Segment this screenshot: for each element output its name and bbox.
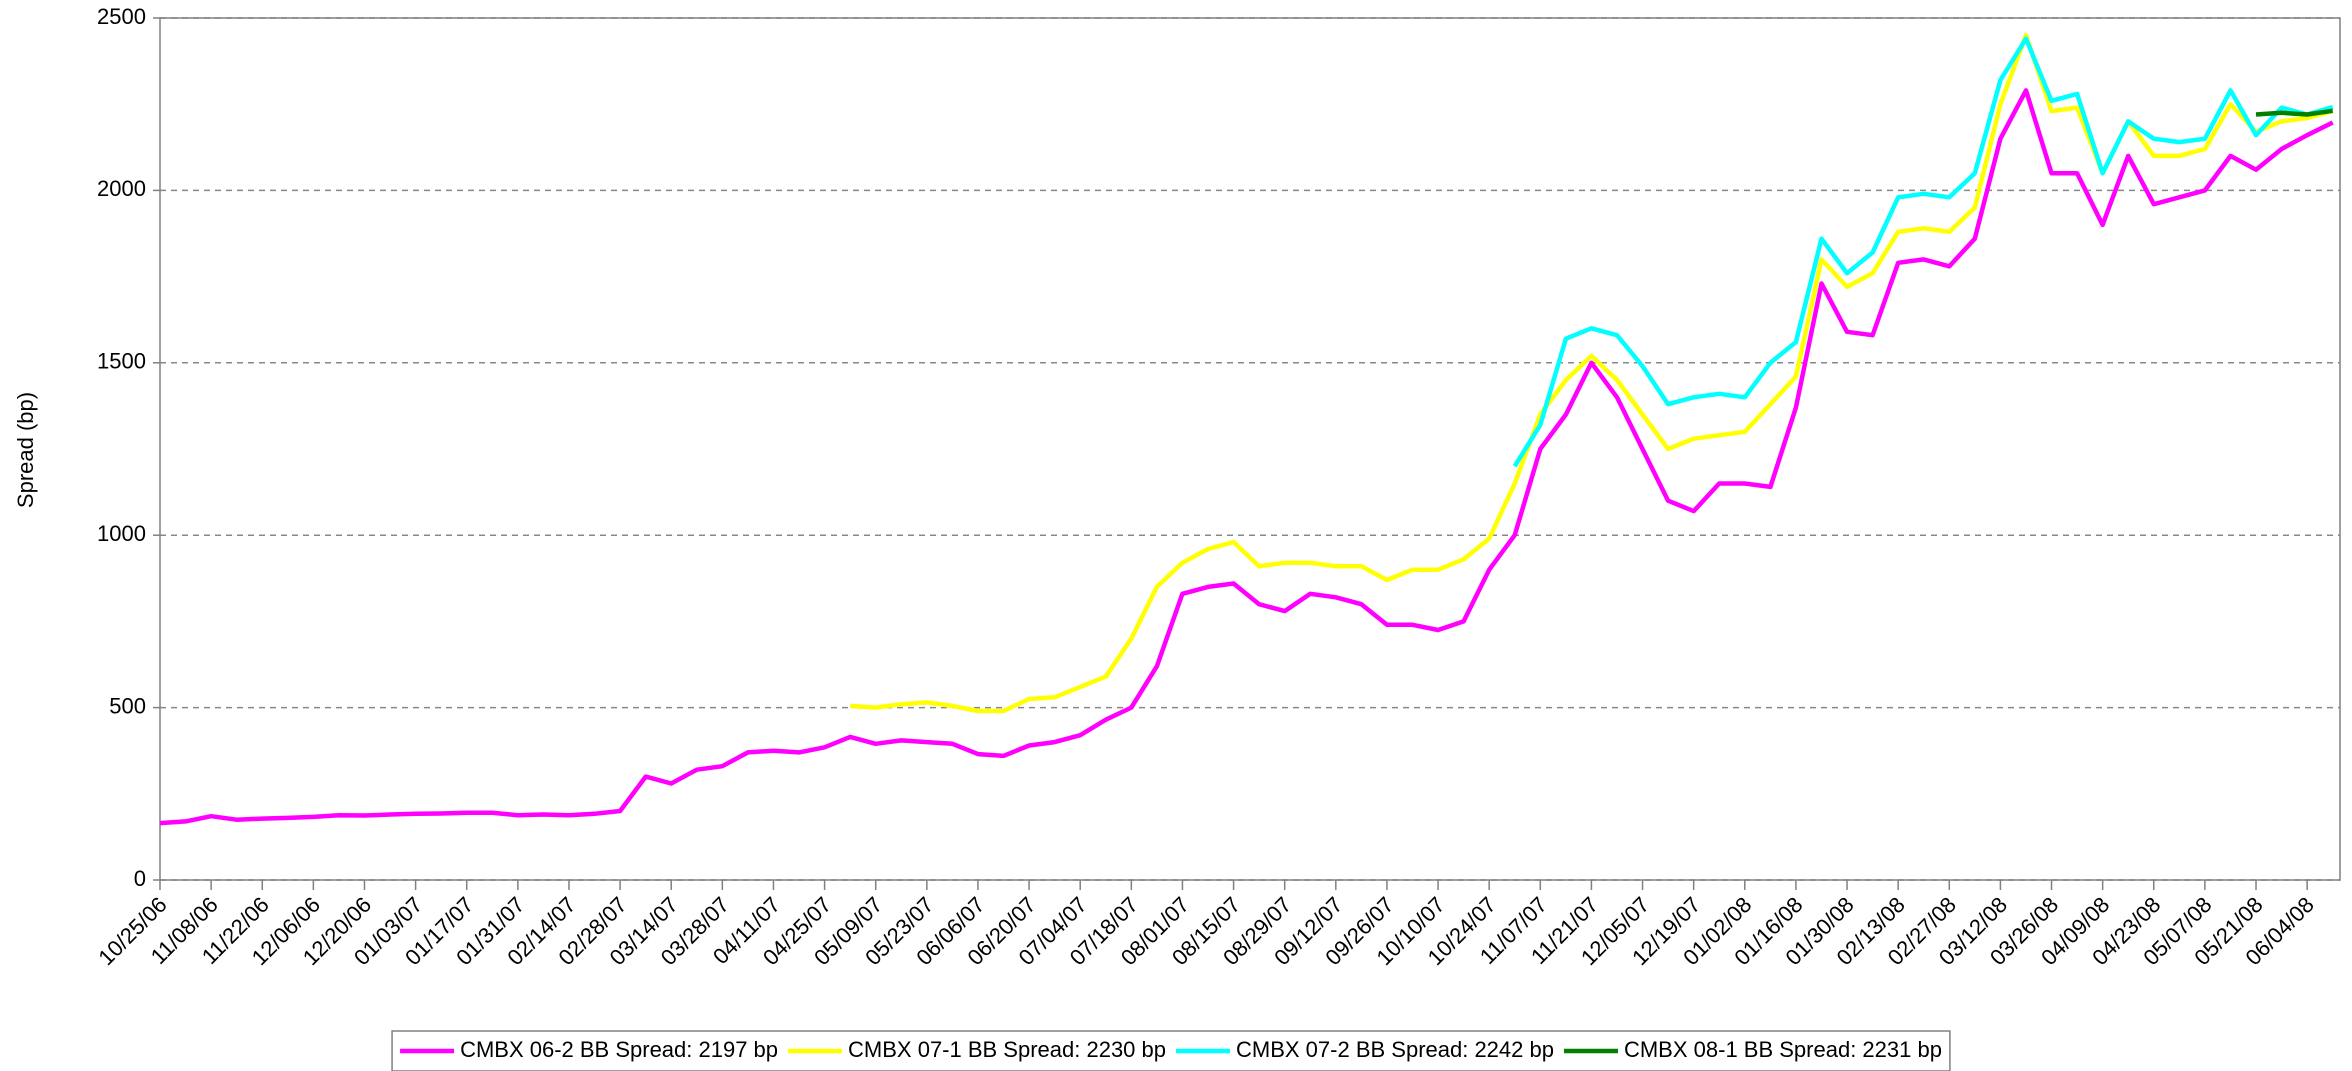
series-line [850,32,2334,714]
plot-border [159,17,2341,881]
y-axis-label: Spread (bp) [13,392,38,508]
y-tick-label: 2000 [97,176,146,201]
legend-box [391,1030,1951,1071]
series-line [1512,36,2334,468]
y-tick-label: 1500 [97,349,146,374]
legend-label: CMBX 08-1 BB Spread: 2231 bp [1624,1037,1942,1062]
y-tick-label: 0 [134,866,146,891]
legend-label: CMBX 06-2 BB Spread: 2197 bp [460,1037,778,1062]
y-tick-label: 2500 [97,4,146,29]
y-tick-label: 1000 [97,521,146,546]
y-tick-label: 500 [109,693,146,718]
series-line [159,88,2334,826]
series-line [2255,108,2334,117]
legend: CMBX 06-2 BB Spread: 2197 bp CMBX 07-1 BB… [391,1030,1951,1071]
legend-label: CMBX 07-1 BB Spread: 2230 bp [848,1037,1166,1062]
legend-label: CMBX 07-2 BB Spread: 2242 bp [1236,1037,1554,1062]
